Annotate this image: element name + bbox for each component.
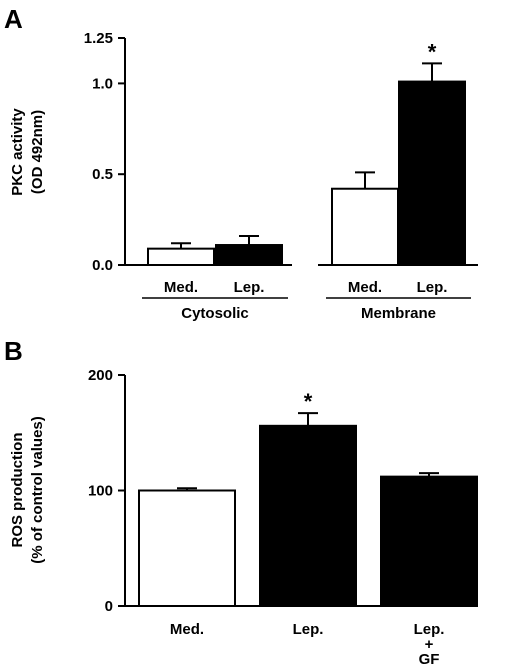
bar-label-a: Med. bbox=[164, 279, 198, 296]
significance-marker-b: * bbox=[304, 389, 313, 414]
bar-label-b: Med. bbox=[170, 621, 204, 638]
y-axis-title-a: (OD 492nm) bbox=[29, 110, 46, 194]
bar-a bbox=[331, 187, 399, 266]
y-tick-label-b: 200 bbox=[88, 367, 113, 384]
y-axis-title-b: ROS production bbox=[9, 433, 26, 548]
bar-label-b: Lep. bbox=[414, 621, 445, 638]
bar-b bbox=[259, 424, 357, 607]
group-label-a: Cytosolic bbox=[181, 305, 249, 322]
bar-label-b: GF bbox=[419, 651, 440, 668]
y-tick-label-a: 1.0 bbox=[92, 75, 113, 92]
panel-letter-a: A bbox=[4, 4, 23, 34]
significance-marker-a: * bbox=[428, 39, 437, 64]
panel-b: B 0 100 200 ROS production (% of control val… bbox=[4, 336, 478, 668]
y-tick-label-a: 1.25 bbox=[84, 30, 113, 47]
bar-label-b: Lep. bbox=[293, 621, 324, 638]
y-tick-label-b: 100 bbox=[88, 483, 113, 500]
bar-label-a: Lep. bbox=[417, 279, 448, 296]
bar-label-a: Lep. bbox=[234, 279, 265, 296]
y-tick-label-b: 0 bbox=[105, 598, 113, 615]
bar-label-a: Med. bbox=[348, 279, 382, 296]
bar-b bbox=[138, 489, 236, 607]
bar-a bbox=[147, 247, 215, 267]
bar-label-b: + bbox=[425, 636, 434, 653]
bar-a bbox=[398, 80, 466, 266]
panel-a: A 0.0 0.5 1.0 1.25 PKC activity (OD 492nm) Med… bbox=[4, 4, 478, 322]
y-tick-label-a: 0.0 bbox=[92, 257, 113, 274]
group-label-a: Membrane bbox=[361, 305, 436, 322]
bar-a bbox=[215, 244, 283, 267]
y-tick-label-a: 0.5 bbox=[92, 166, 113, 183]
bar-b bbox=[380, 475, 478, 608]
y-axis-title-a: PKC activity bbox=[9, 108, 26, 196]
panel-letter-b: B bbox=[4, 336, 23, 366]
y-axis-title-b: (% of control values) bbox=[29, 416, 46, 564]
